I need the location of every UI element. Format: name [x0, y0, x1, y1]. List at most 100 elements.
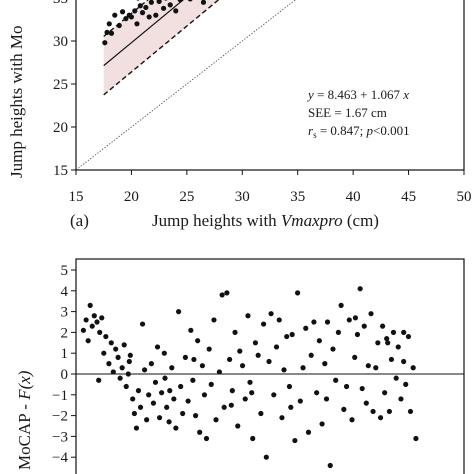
panel-b-point [249, 390, 255, 396]
panel-b-point [164, 404, 170, 410]
panel-a-x-tick-label: 40 [346, 189, 361, 205]
panel-a-point [134, 21, 140, 27]
panel-a-point [132, 8, 138, 14]
panel-b-point [232, 329, 238, 335]
panel-a-x-tick-label: 35 [290, 189, 305, 205]
panel-b-point [221, 404, 227, 410]
panel-b-point [297, 398, 303, 404]
panel-b-point [363, 400, 369, 406]
correlation-text: rs = 0.847; p<0.001 [308, 123, 410, 140]
panel-b-point [335, 329, 341, 335]
panel-b-point [110, 369, 116, 375]
panel-b-point [121, 342, 127, 348]
panel-b-point [368, 311, 374, 317]
panel-b-point [373, 365, 379, 371]
panel-b-point [161, 350, 167, 356]
panel-b-point [308, 352, 314, 358]
panel-b-point [247, 379, 253, 385]
panel-b-point [316, 338, 322, 344]
panel-b-points [80, 286, 419, 469]
panel-b-point [410, 365, 416, 371]
panel-b-point [106, 361, 112, 367]
panel-b-point [99, 315, 105, 321]
panel-b-point [203, 435, 210, 442]
panel-a-frame [75, 0, 465, 171]
panel-b-point [190, 377, 196, 383]
panel-b-point [156, 415, 163, 421]
panel-b-point [385, 340, 391, 346]
panel-b-point [195, 338, 201, 344]
panel-a-x-tick-label: 25 [179, 189, 194, 205]
panel-a-point [106, 21, 112, 27]
panel-b-point [144, 417, 150, 423]
panel-label: (a) [70, 211, 89, 230]
panel-b-point [349, 417, 355, 423]
panel-b-point [398, 396, 404, 402]
panel-b-point [89, 323, 95, 329]
panel-b-point [197, 429, 203, 435]
panel-b-point [113, 346, 119, 352]
panel-a-x-tick-label: 50 [457, 189, 472, 205]
panel-b-point [227, 356, 233, 363]
panel-a-point [102, 40, 108, 46]
panel-b-point [352, 354, 358, 360]
panel-b-y-tick-label: −3 [52, 429, 68, 445]
panel-a-identity-line [75, 0, 296, 171]
panel-b-point [239, 363, 246, 369]
panel-a-annotation: y = 8.463 + 1.067 x SEE = 1.67 cm rs = 0… [306, 87, 410, 140]
panel-a-point [177, 0, 183, 3]
panel-b-point [169, 365, 175, 371]
panel-b-point [171, 396, 177, 402]
panel-b-point [173, 425, 179, 431]
panel-a-point [112, 12, 118, 18]
panel-a: 1520253035404550152025303540 y = 8.463 +… [7, 0, 472, 230]
panel-a-point [143, 4, 149, 11]
panel-a-ticks: 1520253035404550152025303540 [53, 0, 472, 205]
panel-b-point [255, 352, 261, 358]
panel-b-point [97, 329, 103, 335]
panel-b-point [178, 383, 184, 390]
panel-b-point [213, 417, 219, 423]
panel-b-point [354, 331, 361, 338]
panel-b-point [271, 392, 277, 398]
panel-b-point [182, 354, 188, 360]
panel-b-point [139, 321, 146, 327]
panel-b-point [324, 319, 331, 325]
panel-a-point [187, 0, 193, 2]
panel-b-point [343, 383, 350, 390]
panel-b-point [142, 367, 148, 373]
panel-b-point [273, 344, 280, 350]
panel-a-point [119, 9, 126, 15]
panel-a-x-tick-label: 15 [69, 189, 84, 205]
panel-b-point [382, 390, 388, 396]
panel-a-point [200, 0, 207, 5]
panel-a-points [102, 0, 207, 46]
panel-a-x-tick-label: 45 [401, 189, 416, 205]
panel-b-point [191, 356, 197, 363]
panel-b-point [166, 419, 172, 425]
panel-a-point [153, 12, 159, 18]
panel-a-point [139, 10, 146, 16]
panel-b-point [390, 329, 397, 335]
panel-b-point [94, 319, 100, 325]
panel-b-point [185, 398, 191, 404]
panel-b-y-tick-label: 2 [61, 325, 69, 341]
panel-b-point [159, 390, 165, 396]
panel-b-point [401, 358, 407, 365]
panel-a-point [104, 29, 110, 35]
panel-b-point [152, 379, 159, 385]
panel-a-point [108, 30, 115, 36]
panel-b-point [126, 358, 132, 365]
panel-b-point [208, 381, 214, 387]
panel-b-point [276, 317, 282, 323]
panel-a-point [123, 16, 129, 22]
panel-b-y-tick-label: −4 [52, 450, 68, 466]
panel-b-point [193, 413, 199, 419]
panel-b-point [359, 385, 365, 392]
panel-a-point [137, 3, 143, 9]
panel-b-point [284, 333, 290, 340]
panel-b-point [279, 415, 285, 421]
panel-b-point [137, 404, 144, 410]
panel-b-point [245, 313, 251, 319]
panel-b-point [286, 383, 293, 390]
